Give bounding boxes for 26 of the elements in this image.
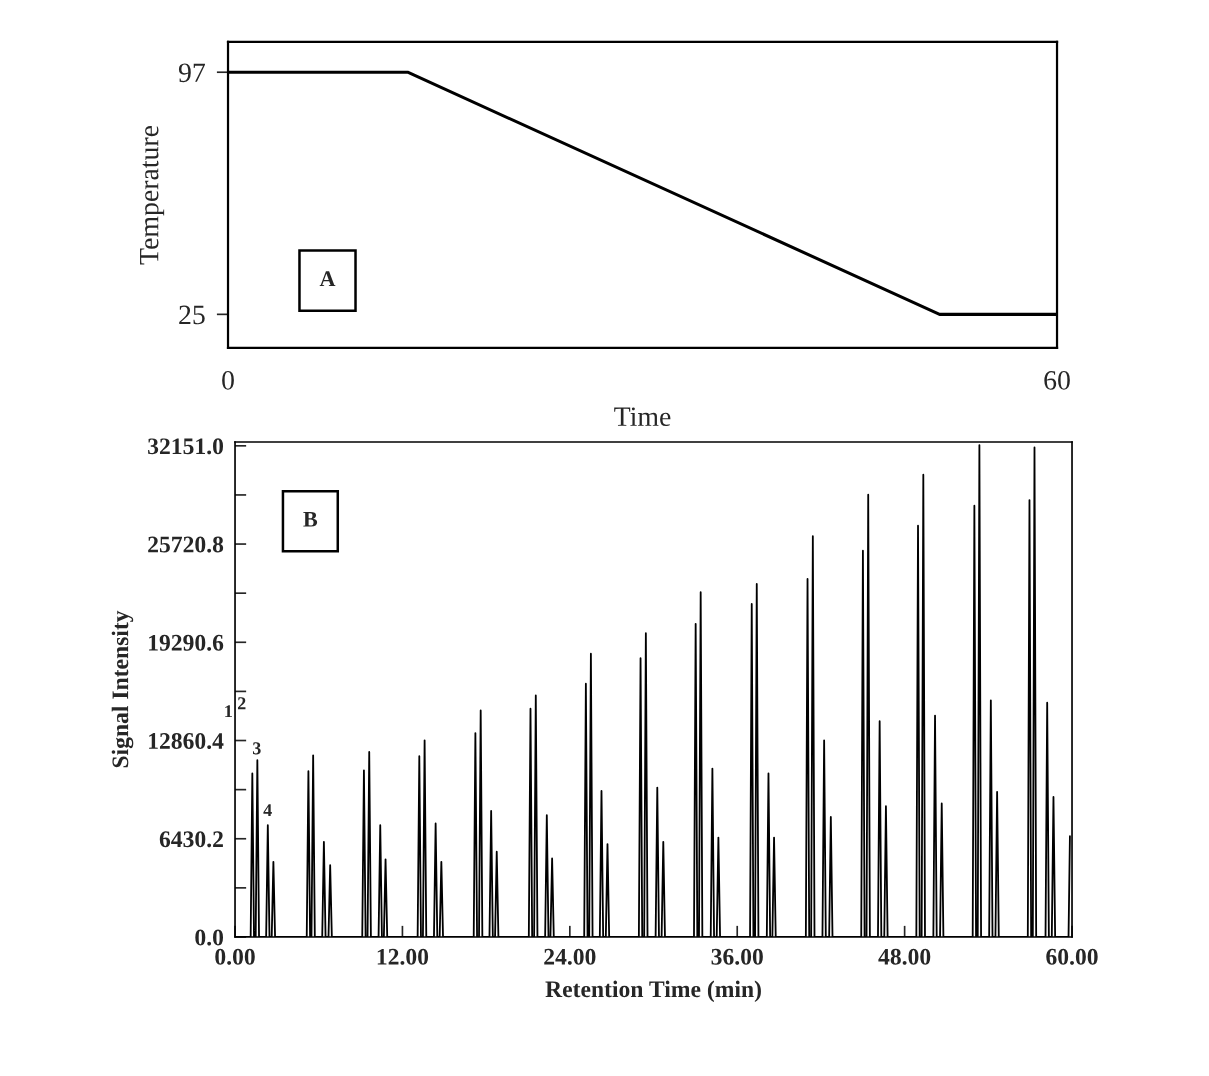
x-tick-label: 0	[222, 371, 234, 390]
y-tick-label: 25	[179, 305, 205, 325]
y-tick-label: 12860.4	[149, 733, 224, 750]
annotation: 2	[237, 697, 246, 710]
y-tick-label: 6430.2	[159, 831, 223, 848]
y-tick-label: 19290.6	[149, 634, 224, 651]
annotation: B	[303, 512, 318, 527]
x-tick-label: 0.00	[215, 948, 255, 965]
y-tick-label: 25720.8	[148, 536, 224, 553]
x-tick-label: 60	[1044, 371, 1070, 390]
x-tick-label: 12.00	[377, 948, 429, 965]
annotation: 3	[252, 742, 261, 755]
text: 1	[225, 705, 232, 718]
y-tick-label: 32151.0	[148, 438, 224, 455]
y-tick-label: 0.0	[195, 929, 224, 946]
y-axis-title: Temperature	[140, 125, 165, 265]
x-axis-title: Retention Time (min)	[545, 980, 761, 1003]
x-tick-label: 48.00	[878, 948, 931, 965]
x-tick-label: 36.00	[711, 948, 763, 965]
x-tick-label: 60.00	[1046, 948, 1098, 965]
y-axis-title: Signal Intensity	[111, 610, 134, 768]
annotation: A	[319, 271, 336, 286]
y-tick-label: 97	[178, 63, 205, 83]
x-axis-title: Time	[614, 407, 671, 427]
annotation: 4	[263, 804, 272, 817]
x-tick-label: 24.00	[544, 948, 596, 965]
